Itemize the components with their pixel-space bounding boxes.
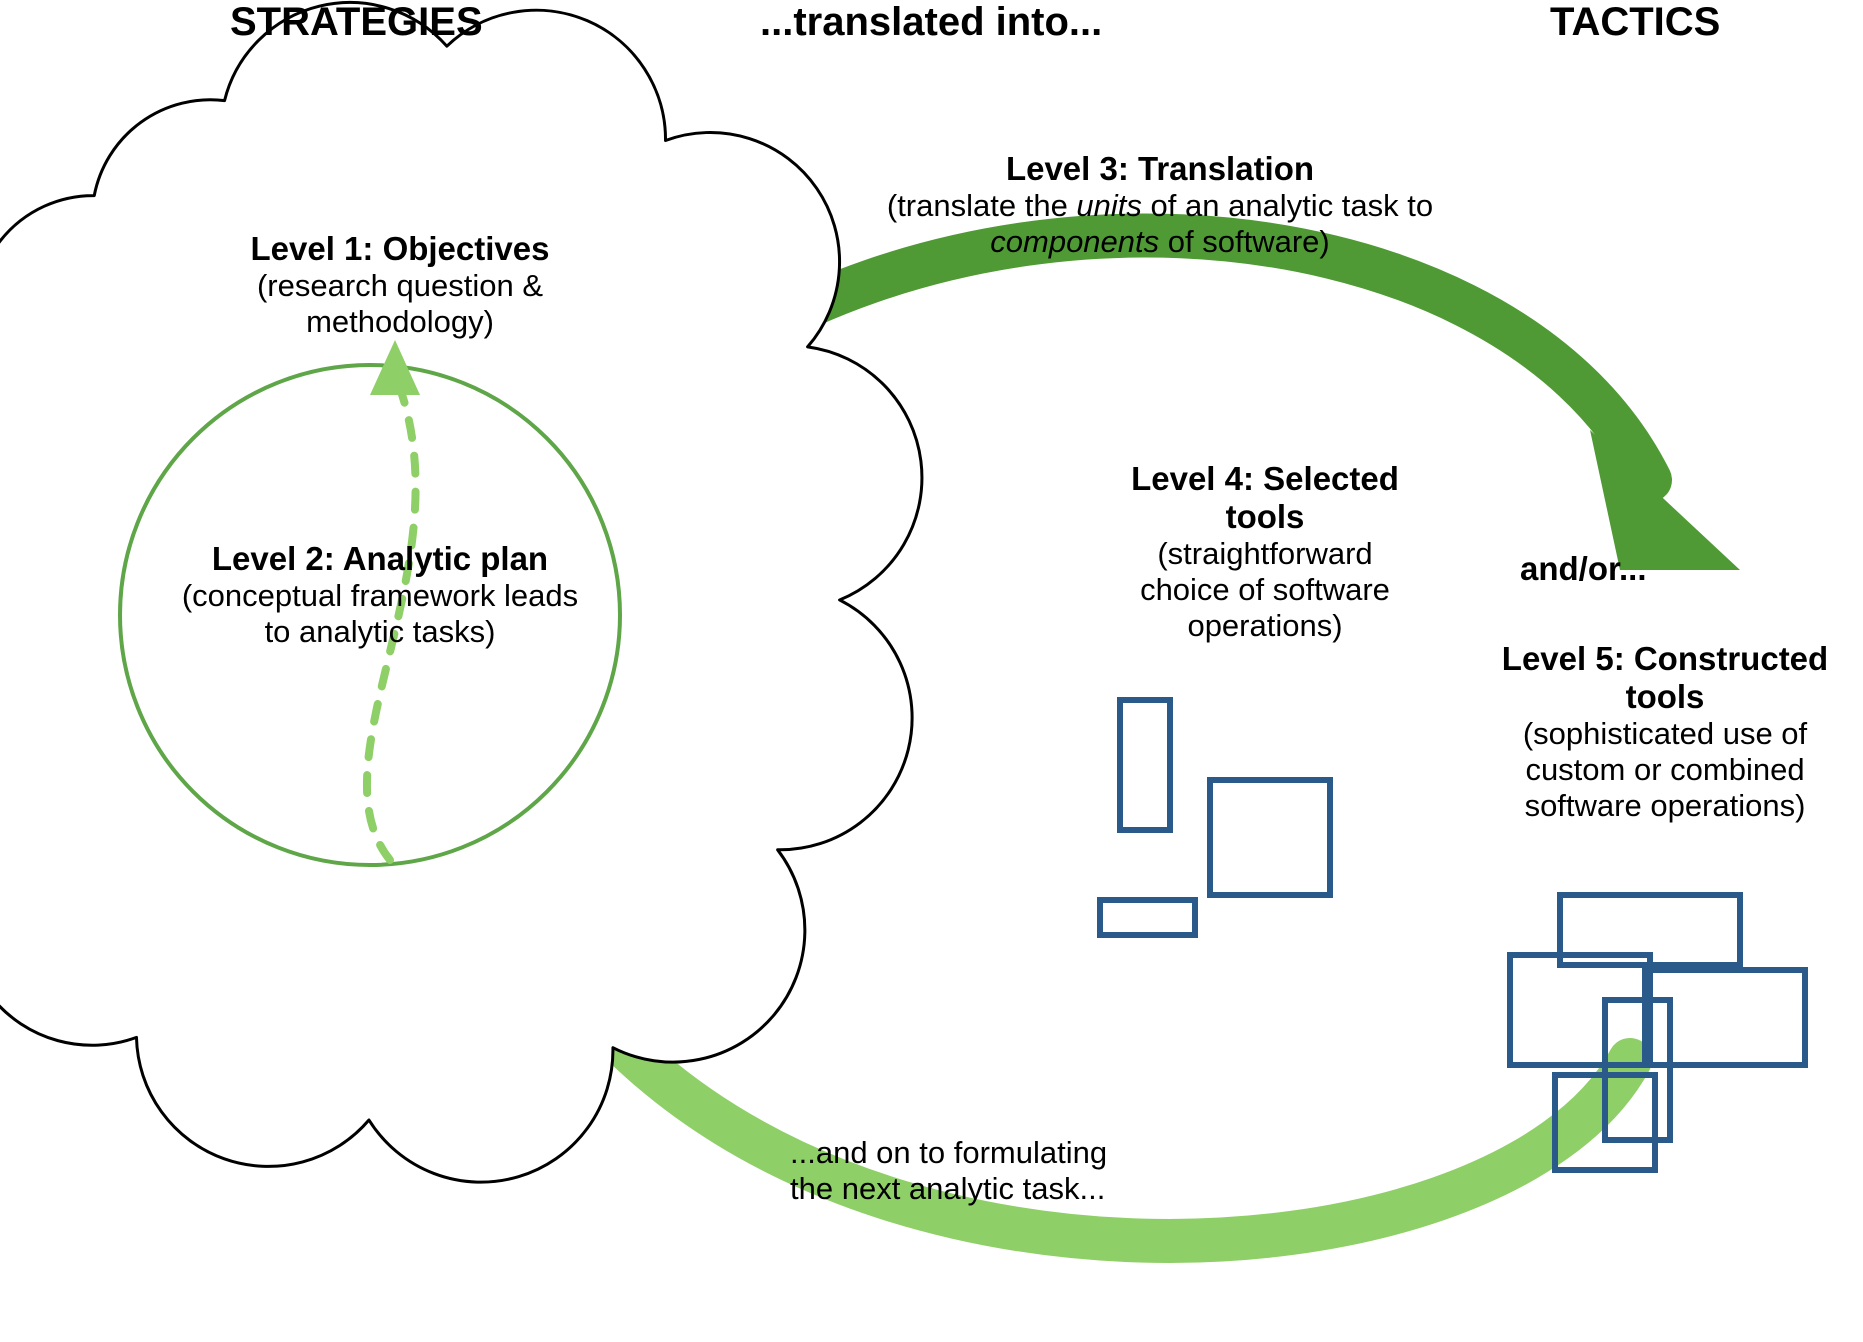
level-5-label: Level 5: Constructed tools (sophisticate…: [1485, 640, 1845, 824]
level-2-desc: (conceptual framework leads to analytic …: [170, 578, 590, 650]
bottom-caption-line2: the next analytic task...: [790, 1171, 1105, 1206]
level-4-title: Level 4: Selected tools: [1110, 460, 1420, 536]
level-3-desc: (translate the units of an analytic task…: [880, 188, 1440, 260]
constructed-tools-icons: [1510, 895, 1805, 1170]
level-2-label: Level 2: Analytic plan (conceptual frame…: [170, 540, 590, 650]
heading-tactics: TACTICS: [1550, 0, 1720, 45]
selected-tools-icons: [1100, 700, 1330, 935]
level-4-label: Level 4: Selected tools (straightforward…: [1110, 460, 1420, 644]
level-5-desc: (sophisticated use of custom or combined…: [1485, 716, 1845, 824]
bottom-caption: ...and on to formulating the next analyt…: [790, 1135, 1107, 1207]
heading-translated: ...translated into...: [760, 0, 1102, 45]
diagram-canvas: STRATEGIES ...translated into... TACTICS…: [0, 0, 1863, 1342]
and-or-label: and/or...: [1520, 550, 1647, 588]
level-1-label: Level 1: Objectives (research question &…: [200, 230, 600, 340]
level-2-title: Level 2: Analytic plan: [170, 540, 590, 578]
level-5-title: Level 5: Constructed tools: [1485, 640, 1845, 716]
bottom-caption-line1: ...and on to formulating: [790, 1135, 1107, 1170]
level-4-desc: (straightforward choice of software oper…: [1110, 536, 1420, 644]
heading-strategies: STRATEGIES: [230, 0, 483, 45]
level-3-label: Level 3: Translation (translate the unit…: [880, 150, 1440, 260]
level-1-title: Level 1: Objectives: [200, 230, 600, 268]
level-1-desc: (research question & methodology): [200, 268, 600, 340]
level-3-title: Level 3: Translation: [880, 150, 1440, 188]
